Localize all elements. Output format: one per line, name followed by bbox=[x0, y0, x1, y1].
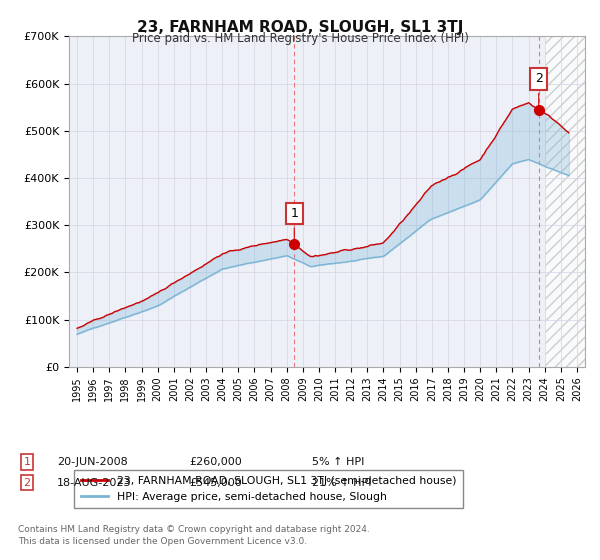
Text: 18-AUG-2023: 18-AUG-2023 bbox=[57, 478, 131, 488]
Text: 20-JUN-2008: 20-JUN-2008 bbox=[57, 457, 128, 467]
Legend: 23, FARNHAM ROAD, SLOUGH, SL1 3TJ (semi-detached house), HPI: Average price, sem: 23, FARNHAM ROAD, SLOUGH, SL1 3TJ (semi-… bbox=[74, 470, 463, 508]
Text: 2: 2 bbox=[535, 72, 542, 85]
Text: £260,000: £260,000 bbox=[189, 457, 242, 467]
Text: Contains HM Land Registry data © Crown copyright and database right 2024.
This d: Contains HM Land Registry data © Crown c… bbox=[18, 525, 370, 546]
Text: £545,000: £545,000 bbox=[189, 478, 242, 488]
Text: 1: 1 bbox=[23, 457, 31, 467]
Text: 1: 1 bbox=[290, 207, 298, 220]
Text: 2: 2 bbox=[23, 478, 31, 488]
Text: 21% ↑ HPI: 21% ↑ HPI bbox=[312, 478, 371, 488]
Text: 23, FARNHAM ROAD, SLOUGH, SL1 3TJ: 23, FARNHAM ROAD, SLOUGH, SL1 3TJ bbox=[137, 20, 463, 35]
Text: 5% ↑ HPI: 5% ↑ HPI bbox=[312, 457, 364, 467]
Text: Price paid vs. HM Land Registry's House Price Index (HPI): Price paid vs. HM Land Registry's House … bbox=[131, 32, 469, 45]
